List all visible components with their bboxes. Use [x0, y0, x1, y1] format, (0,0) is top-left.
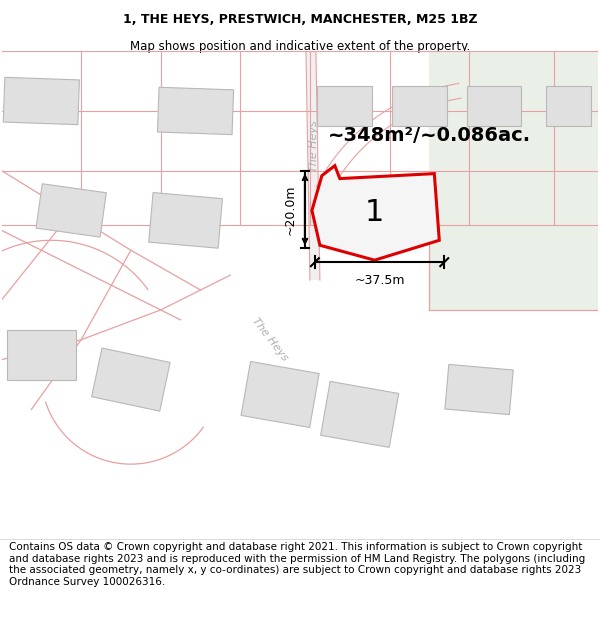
Bar: [241, 361, 319, 428]
Bar: [317, 86, 372, 126]
Text: The Heys: The Heys: [250, 316, 290, 363]
Bar: [320, 381, 399, 448]
Text: ~348m²/~0.086ac.: ~348m²/~0.086ac.: [328, 126, 531, 146]
Text: Contains OS data © Crown copyright and database right 2021. This information is : Contains OS data © Crown copyright and d…: [9, 542, 585, 587]
Polygon shape: [430, 51, 598, 310]
Text: Map shows position and indicative extent of the property.: Map shows position and indicative extent…: [130, 40, 470, 53]
Text: 1: 1: [365, 198, 385, 227]
Bar: [546, 86, 591, 126]
Bar: [445, 364, 513, 414]
Bar: [92, 348, 170, 411]
Text: 1, THE HEYS, PRESTWICH, MANCHESTER, M25 1BZ: 1, THE HEYS, PRESTWICH, MANCHESTER, M25 …: [122, 12, 478, 26]
Bar: [149, 192, 223, 248]
Bar: [3, 78, 79, 124]
Text: ~37.5m: ~37.5m: [355, 274, 405, 287]
Bar: [467, 86, 521, 126]
Bar: [36, 184, 106, 237]
Polygon shape: [306, 51, 320, 280]
Text: The Heys: The Heys: [309, 120, 319, 172]
Bar: [7, 330, 76, 379]
Bar: [392, 86, 447, 126]
Text: ~20.0m: ~20.0m: [284, 184, 297, 235]
Bar: [157, 88, 233, 134]
Polygon shape: [312, 166, 439, 260]
